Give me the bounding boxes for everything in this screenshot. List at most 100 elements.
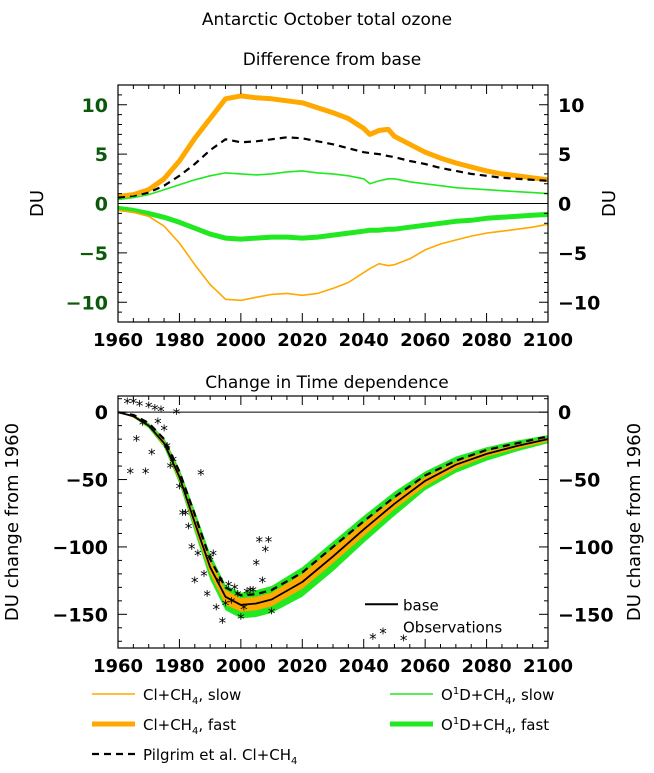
legend-label-fast_cl: Cl+CH4, fast [143,716,236,737]
bottom-y-tick-label-left: −100 [52,537,108,559]
bottom-series-base [117,411,549,606]
observation-point: * [262,543,270,561]
bottom-x-tick-label: 2020 [277,656,327,677]
top-panel-title: Difference from base [243,50,422,70]
observation-point: * [154,415,162,433]
observation-point: * [179,506,187,524]
observation-point: * [216,574,224,592]
observation-point: * [151,401,159,419]
observation-point: * [209,547,217,565]
top-series-slow_cl [117,209,549,302]
observation-point: * [176,479,184,497]
figure-legend: Cl+CH4, slow O1D+CH4, slow Cl+CH4, fast O1D… [92,686,554,767]
observation-point: * [170,452,178,470]
observation-point: * [127,464,135,482]
top-y-tick-label-left: 5 [95,144,108,166]
observation-point: * [182,506,190,524]
bottom-x-tick-label: 2060 [400,656,450,677]
observation-point: * [145,398,153,416]
top-y-tick-label-right: −5 [558,243,587,265]
top-x-tick-label: 2040 [339,330,389,351]
observation-point: * [225,578,233,596]
observation-point: * [130,394,138,412]
top-y-tick-label-right: 0 [558,194,571,216]
observation-point: * [139,416,147,434]
bottom-x-tick-label: 2000 [216,656,266,677]
observation-point: * [228,594,236,612]
observation-point: * [237,610,245,628]
top-y-axis-label-left: DU [27,190,48,217]
top-panel: 1960 1980 2000 2020 2040 2060 2080 2100 −10 −10 −5… [27,84,620,351]
observation-point: * [243,584,251,602]
observation-point: * [268,605,276,623]
top-y-tick-label-left: 0 [95,194,108,216]
observation-point: * [203,587,211,605]
observation-point: * [191,574,199,592]
bottom-x-tick-label: 1980 [154,656,204,677]
observation-point: * [219,614,227,632]
observation-point: * [240,601,248,619]
bottom-y-tick-label-left: −50 [66,470,108,492]
top-x-tick-label: 2100 [523,330,573,351]
observation-point: * [213,601,221,619]
figure-title: Antarctic October total ozone [202,10,452,30]
top-x-tick-label: 2060 [400,330,450,351]
observation-point: * [197,466,205,484]
top-x-tick-label: 2000 [216,330,266,351]
observation-point: * [173,405,181,423]
observation-point: * [400,632,408,650]
observation-point: * [252,556,260,574]
legend-base-label: base [403,596,439,614]
observation-point: * [133,432,141,450]
observation-point: * [185,520,193,538]
observation-point: * [222,597,230,615]
observation-point: * [194,547,202,565]
observation-point: * [142,464,150,482]
legend-label-slow_cl: Cl+CH4, slow [143,686,241,707]
bottom-y-tick-label-right: 0 [558,402,571,424]
top-y-tick-label-left: 10 [82,95,108,117]
bottom-y-tick-label-left: −150 [52,604,108,626]
observation-point: * [234,587,242,605]
legend-observations-label: Observations [403,618,502,636]
top-y-tick-label-left: −10 [66,292,108,314]
bottom-panel-title: Change in Time dependence [205,373,449,393]
observation-point: * [166,459,174,477]
bottom-panel: ****************************************… [2,394,645,677]
legend-observations-marker: * [379,624,387,642]
bottom-series-pilgrim [117,411,549,597]
bottom-y-tick-label-left: 0 [95,402,108,424]
top-y-axis-label-right: DU [599,190,620,217]
observation-point: * [206,551,214,569]
bottom-y-axis-label-left: DU change from 1960 [2,423,23,621]
observation-point: * [256,533,264,551]
legend-label-slow_o1d: O1D+CH4, slow [441,686,554,707]
top-y-tick-label-left: −5 [79,243,108,265]
bottom-observations: ****************************************… [123,394,407,649]
observation-point: * [369,630,377,648]
top-series-fast_cl [117,93,549,200]
observation-point: * [148,446,156,464]
bottom-x-tick-label: 2100 [523,656,573,677]
observation-point: * [200,567,208,585]
bottom-y-tick-label-right: −100 [558,537,614,559]
top-x-tick-label: 2020 [277,330,327,351]
observation-point: * [136,397,144,415]
observation-point: * [123,394,131,412]
observation-point: * [157,402,165,420]
bottom-y-axis-label-right: DU change from 1960 [624,423,645,621]
top-y-tick-label-right: −10 [558,292,600,314]
observation-point: * [259,574,267,592]
observation-point: * [163,439,171,457]
top-y-tick-label-right: 5 [558,144,571,166]
bottom-y-tick-label-right: −50 [558,470,600,492]
observation-point: * [249,583,257,601]
legend-label-fast_o1d: O1D+CH4, fast [441,716,549,737]
observation-point: * [160,421,168,439]
top-y-tick-label-right: 10 [558,95,584,117]
observation-point: * [265,533,273,551]
observation-point: * [188,540,196,558]
bottom-x-tick-label: 1960 [93,656,143,677]
top-series-fast_o1d [117,205,549,242]
